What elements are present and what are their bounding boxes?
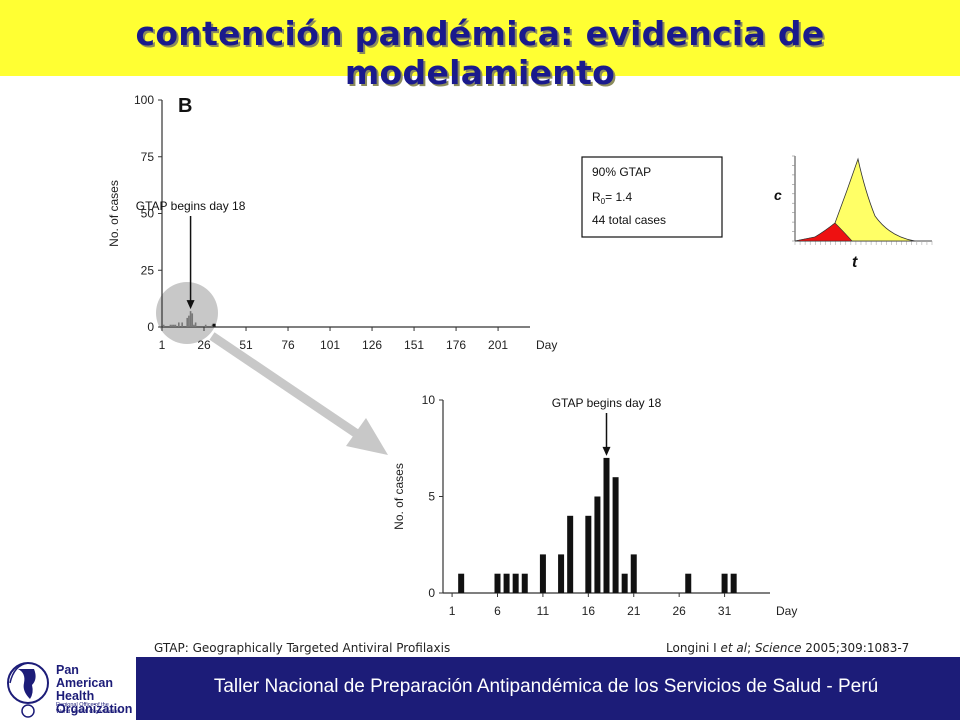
y-tick-label: 0 xyxy=(147,320,154,334)
y-tick-label: 100 xyxy=(134,93,154,107)
x-tick-label: 101 xyxy=(320,338,340,352)
y-tick-label: 5 xyxy=(428,490,435,504)
icon-epidemic-area xyxy=(794,157,916,242)
bar xyxy=(612,477,619,593)
citation-journal: Science xyxy=(754,641,802,655)
y-axis-label: No. of cases xyxy=(392,463,406,530)
bar xyxy=(503,573,510,593)
legend-line-1: 90% GTAP xyxy=(592,165,651,179)
bar xyxy=(186,317,189,327)
x-tick-label: 176 xyxy=(446,338,466,352)
legend-r0-subscript: 0 xyxy=(601,197,606,206)
bar xyxy=(191,313,194,327)
legend-r0-value: = 1.4 xyxy=(605,190,632,204)
bar xyxy=(630,554,637,593)
icon-x-label: t xyxy=(852,254,858,271)
x-tick-label: 151 xyxy=(404,338,424,352)
bar xyxy=(188,315,190,327)
epidemic-curve-icon: ct xyxy=(774,155,933,271)
y-tick-label: 10 xyxy=(422,393,436,407)
bar xyxy=(458,573,465,593)
bar xyxy=(494,573,501,593)
zoom-highlight-circle xyxy=(156,282,218,344)
bar xyxy=(211,324,214,327)
bar xyxy=(174,324,177,327)
bar xyxy=(730,573,737,593)
bar xyxy=(189,311,192,327)
bar xyxy=(172,324,175,327)
x-tick-label: 201 xyxy=(488,338,508,352)
bar xyxy=(178,322,180,327)
x-tick-label: 21 xyxy=(627,604,641,618)
logo-org-subtitle: Regional Office of the World Health Orga… xyxy=(56,702,121,715)
legend-line-3: 44 total cases xyxy=(592,213,666,227)
bar xyxy=(194,322,197,327)
citation: Longini I et al; Science 2005;309:1083-7 xyxy=(666,641,909,655)
bar xyxy=(721,573,728,593)
annotation-label: GTAP begins day 18 xyxy=(552,396,662,410)
legend-r0-label: R xyxy=(592,190,601,204)
citation-sep: ; xyxy=(747,641,755,655)
slide-title: contención pandémica: evidencia de model… xyxy=(135,14,825,92)
x-tick-label: 31 xyxy=(718,604,732,618)
bar xyxy=(204,324,207,327)
logo-org-name: Pan American Health Organization xyxy=(56,663,133,716)
bar xyxy=(621,573,628,593)
annotation-arrowhead xyxy=(186,300,195,310)
annotation-label: GTAP begins day 18 xyxy=(136,199,246,213)
bar xyxy=(603,457,610,593)
bar xyxy=(162,324,165,327)
icon-contained-area xyxy=(794,222,853,242)
x-tick-label: 16 xyxy=(582,604,596,618)
citation-author: Longini I xyxy=(666,641,721,655)
bar xyxy=(193,324,195,327)
bar xyxy=(171,324,173,327)
x-tick-label: 26 xyxy=(672,604,686,618)
footer-text: Taller Nacional de Preparación Antipandé… xyxy=(213,676,879,697)
bar xyxy=(558,554,565,593)
y-tick-label: 0 xyxy=(428,586,435,600)
bar xyxy=(685,573,692,593)
title-bar xyxy=(0,0,960,76)
x-tick-label: 6 xyxy=(494,604,501,618)
x-axis-label: Day xyxy=(536,338,557,352)
legend-box xyxy=(581,156,723,238)
x-tick-label: 1 xyxy=(159,338,166,352)
footer-bar xyxy=(136,657,960,720)
y-tick-label: 25 xyxy=(141,263,155,277)
x-tick-label: 76 xyxy=(281,338,295,352)
paho-logo: Pan American Health Organization Regiona… xyxy=(4,659,134,719)
citation-etal: et al xyxy=(720,641,748,655)
x-tick-label: 126 xyxy=(362,338,382,352)
citation-rest: 2005;309:1083-7 xyxy=(801,641,910,655)
y-tick-label: 50 xyxy=(141,207,155,221)
x-tick-label: 51 xyxy=(239,338,253,352)
bar xyxy=(567,515,574,593)
bar xyxy=(594,496,601,593)
bar xyxy=(181,322,183,327)
outlier-bar xyxy=(212,323,216,327)
bar xyxy=(169,324,172,327)
bar xyxy=(585,515,592,593)
gtap-definition-note: GTAP: Geographically Targeted Antiviral … xyxy=(154,641,451,655)
bar xyxy=(539,554,546,593)
panel-label: B xyxy=(178,95,192,117)
y-axis-label: No. of cases xyxy=(107,180,121,247)
zoom-arrow-line xyxy=(209,332,369,444)
x-tick-label: 11 xyxy=(537,604,550,618)
annotation-arrowhead xyxy=(602,446,611,456)
x-tick-label: 1 xyxy=(449,604,456,618)
legend-line-2: R0= 1.4 xyxy=(592,190,632,206)
bar xyxy=(512,573,519,593)
x-tick-label: 26 xyxy=(197,338,211,352)
y-tick-label: 75 xyxy=(141,150,155,164)
bar xyxy=(521,573,528,593)
zoom-arrowhead xyxy=(346,418,388,455)
paho-emblem-icon xyxy=(7,662,49,718)
x-axis-label: Day xyxy=(776,604,797,618)
icon-y-label: c xyxy=(774,187,782,203)
